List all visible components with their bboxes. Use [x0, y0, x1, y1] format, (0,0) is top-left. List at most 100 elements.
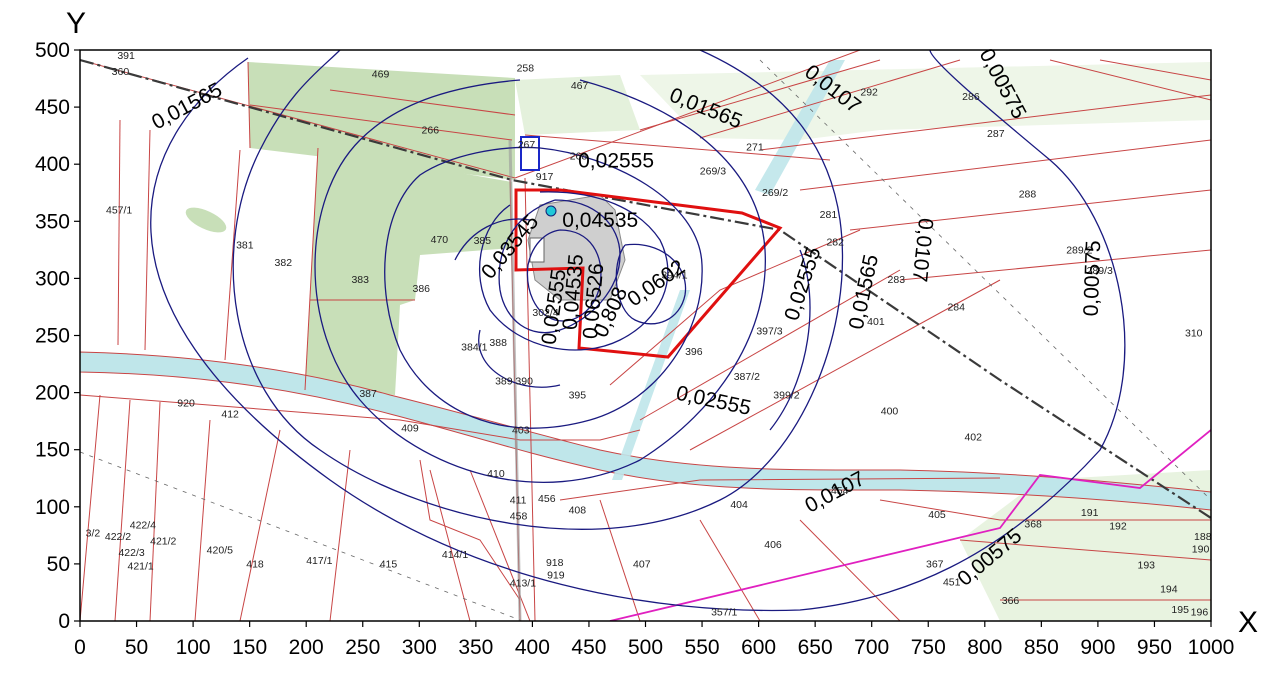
contour-lines [150, 50, 1126, 612]
parcel-number: 271 [746, 141, 764, 153]
forest-patch [185, 207, 227, 233]
parcel-number: 412 [221, 409, 239, 421]
x-tick-label: 650 [798, 636, 833, 659]
parcel-number: 266 [422, 124, 440, 136]
parcel-number: 418 [246, 558, 264, 570]
x-axis: 0 50 100 150 200 250 300 350 400 450 500 550 600 650 7… [74, 621, 1234, 659]
parcel-number: 367 [926, 558, 944, 570]
parcel-number: 454 [831, 485, 849, 497]
parcel-number: 391 [117, 50, 135, 62]
parcel-number: 387/2 [734, 371, 760, 383]
parcel-number: 456 [538, 493, 556, 505]
contour-inner-b [478, 329, 561, 388]
contour-inner-c [769, 249, 811, 431]
y-tick-label: 500 [35, 39, 70, 62]
parcel-number: 399/2 [773, 389, 799, 401]
parcel-number: 192 [1109, 521, 1127, 533]
parcel-number: 387 [359, 388, 377, 400]
parcel-number: 368 [1024, 518, 1042, 530]
parcel-number: 386 [413, 283, 431, 295]
y-tick-label: 400 [35, 153, 70, 176]
contour-03545 [478, 191, 669, 351]
x-tick-label: 100 [176, 636, 211, 659]
y-tick-label: 150 [35, 439, 70, 462]
site-boundary [514, 188, 783, 359]
parcel-number: 401 [867, 316, 885, 328]
parcel-number: 281 [820, 209, 838, 221]
parcel-number: 269/3 [700, 165, 726, 177]
parcel-number: 360 [112, 66, 130, 78]
canal [755, 60, 845, 195]
x-tick-label: 600 [741, 636, 776, 659]
contour-06526 [526, 229, 602, 322]
y-tick-label: 300 [35, 267, 70, 290]
parcel-number: 400 [881, 405, 899, 417]
power-line [80, 451, 521, 621]
parcel-number: 381 [236, 240, 254, 252]
parcel-number: 286 [962, 91, 980, 103]
parcel-number: 417/1 [306, 555, 332, 567]
x-tick-label: 0 [74, 636, 86, 659]
x-tick-label: 700 [854, 636, 889, 659]
parcel-number: 415 [380, 558, 398, 570]
contour-0107 [232, 50, 844, 530]
parcel-number: 268 [570, 151, 588, 163]
parcel-number: 194 [1160, 583, 1178, 595]
parcel-number: 388 [489, 337, 507, 349]
contour-00575 [150, 50, 1126, 612]
parcel-number: 267 [518, 139, 536, 151]
basemap [80, 50, 1211, 621]
parcel-number: 195 [1171, 604, 1189, 616]
x-tick-label: 350 [458, 636, 493, 659]
small-boundary [520, 136, 540, 171]
parcel-number: 404 [730, 499, 748, 511]
x-tick-label: 750 [911, 636, 946, 659]
forest-west [305, 148, 512, 395]
parcel-number: 385 [474, 235, 492, 247]
parcel-number: 402 [964, 432, 982, 444]
x-tick-label: 850 [1024, 636, 1059, 659]
parcel-number: 414/1 [442, 549, 468, 561]
parcel-number: 282 [826, 236, 844, 248]
parcel-number: 409 [401, 422, 419, 434]
parcel-number: 405 [928, 509, 946, 521]
parcel-labels: 391 360 258 467 469 266 267 268 917 271 269/3 269/2… [86, 50, 1212, 618]
parcel-number: 283 [888, 274, 906, 286]
parcel-number: 411 [510, 494, 527, 506]
y-tick-label: 250 [35, 325, 70, 348]
contour-0808 [615, 243, 687, 325]
parcel-number: 289/3 [1087, 265, 1113, 277]
parcel-number: 451 [943, 577, 961, 589]
parcel-number: 310 [1185, 328, 1203, 340]
contour-inner-a [454, 218, 531, 261]
parcel-number: 421/2 [150, 535, 176, 547]
parcel-number: 469 [372, 68, 390, 80]
x-tick-label: 950 [1137, 636, 1172, 659]
parcel-number: 457/1 [106, 204, 132, 216]
parcel-number: 3/2 [86, 527, 101, 539]
road [508, 139, 522, 621]
parcel-number: 284 [947, 301, 965, 313]
contour-01565 [314, 79, 766, 483]
y-tick-label: 200 [35, 382, 70, 405]
x-axis-label: X [1238, 606, 1258, 639]
magenta-line [609, 429, 1211, 621]
parcel-number: 410 [487, 468, 505, 480]
contour-04535 [498, 199, 621, 334]
parcel-number: 917 [536, 171, 554, 183]
parcel-number: 406 [764, 539, 782, 551]
parcel-number: 920 [177, 397, 195, 409]
parcel-number: 193 [1137, 559, 1155, 571]
river [80, 351, 1211, 511]
parcel-number: 470 [431, 234, 449, 246]
y-tick-label: 350 [35, 210, 70, 233]
parcel-number: 395 [569, 389, 587, 401]
monitoring-point [545, 205, 557, 217]
y-axis: 0 50 100 150 200 250 300 350 400 450 500 [35, 39, 80, 633]
x-tick-label: 450 [571, 636, 606, 659]
parcel-number: 383 [351, 274, 369, 286]
field-north-east [515, 75, 640, 135]
parcel-number: 918 [546, 557, 564, 569]
parcel-number: 407 [633, 558, 651, 570]
